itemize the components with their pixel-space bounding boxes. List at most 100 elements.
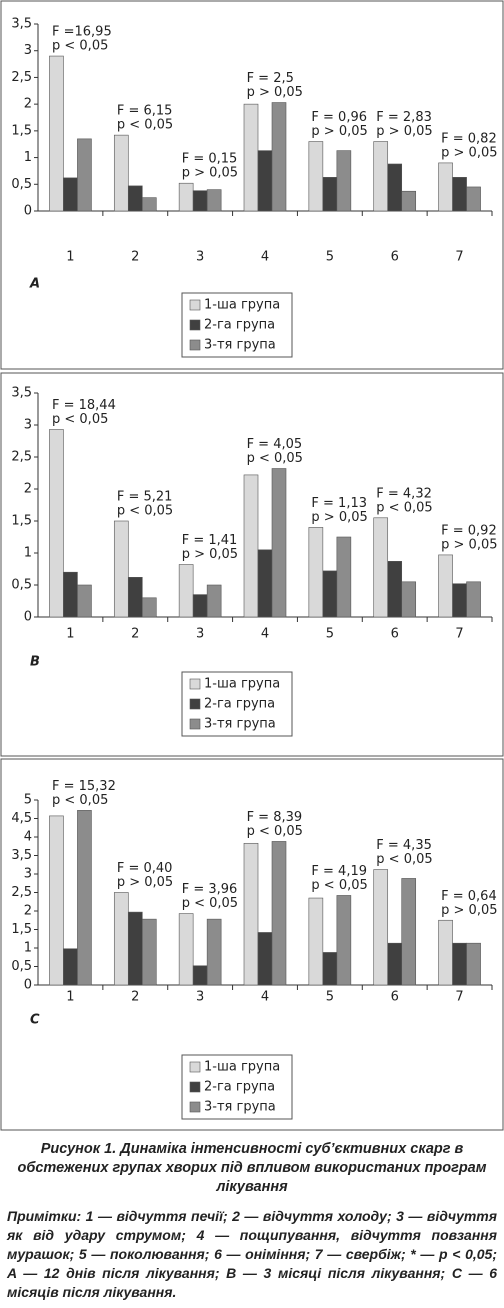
figure: 0 0,5 1 1,5 2 2,5 3 3,5 1 F =16,95 p < 0,05 2 F = 6,… [0,0,504,1131]
legend-label: 2-га група [204,318,275,333]
bar [77,810,92,986]
bar [243,842,259,986]
y-tick-label: 1,5 [11,922,32,937]
y-tick-label: 2 [24,482,32,497]
annotation-p: p > 0,05 [182,547,238,562]
y-tick-label: 0,5 [11,578,32,593]
annotation-p: p > 0,05 [441,537,497,552]
x-tick-label: 2 [131,990,139,1005]
bar [141,918,157,986]
panel-border [0,372,504,757]
annotation-f: F = 18,44 [52,398,116,413]
annotation-p: p > 0,05 [311,124,367,139]
y-tick-label: 0,5 [11,959,32,974]
y-tick-label: 3,5 [11,386,32,401]
bar [192,965,208,986]
y-tick-label: 2,5 [11,885,32,900]
y-tick-label: 3,5 [11,17,32,32]
bar [113,134,129,212]
annotation-f: F = 3,96 [182,882,238,897]
annotation-p: p < 0,05 [376,852,432,867]
annotation-p: p < 0,05 [117,118,173,133]
bar [141,197,157,212]
y-tick-label: 2 [24,904,32,919]
x-tick-label: 1 [66,627,74,642]
bar [192,190,208,212]
bar [308,527,324,618]
bar [257,549,273,618]
bar [127,911,143,986]
panel-label: C [30,1013,40,1028]
y-tick-label: 4,5 [11,811,32,826]
annotation-p: p < 0,05 [376,500,432,515]
bar [127,185,143,212]
bar [206,918,222,986]
panel-label: A [29,277,40,292]
legend-swatch [189,319,201,331]
y-tick-label: 3 [24,867,32,882]
legend-label: 2-га група [204,1080,275,1095]
annotation-p: p > 0,05 [247,85,303,100]
annotation-p: p < 0,05 [247,451,303,466]
bar [113,520,129,618]
annotation-f: F = 4,05 [247,437,303,452]
panel-border [0,0,504,370]
annotation-p: p > 0,05 [182,166,238,181]
legend-label: 1-ша група [204,1060,280,1075]
legend-label: 1-ша група [204,677,280,692]
bar [373,517,389,618]
legend-label: 3-тя група [204,1100,276,1115]
bar [308,897,324,986]
annotation-f: F = 5,21 [117,490,173,505]
y-tick-label: 2,5 [11,70,32,85]
annotation-p: p < 0,05 [52,412,108,427]
y-tick-label: 3 [24,418,32,433]
y-tick-label: 1 [24,150,32,165]
bar [466,186,481,212]
bar [178,913,194,986]
notes: Примітки: 1 — відчуття печії; 2 — відчут… [7,1208,497,1300]
panel-border [0,758,504,1131]
legend-swatch [189,1081,201,1093]
bar [178,564,194,618]
bar [49,429,64,618]
bar [257,932,273,986]
annotation-f: F = 0,92 [441,523,497,538]
x-tick-label: 4 [261,627,269,642]
y-tick-label: 2,5 [11,450,32,465]
bar [192,594,208,618]
x-tick-label: 4 [261,250,269,265]
y-tick-label: 4 [24,830,32,845]
annotation-p: p < 0,05 [182,896,238,911]
annotation-f: F = 0,82 [441,131,497,146]
annotation-f: F =16,95 [52,25,112,40]
annotation-f: F = 2,83 [376,110,432,125]
bar [113,892,129,986]
annotation-f: F = 0,15 [182,152,238,167]
legend-box [181,292,293,358]
annotation-f: F = 0,40 [117,861,173,876]
legend-box [181,671,293,737]
bar [308,141,324,212]
y-tick-label: 3 [24,43,32,58]
legend-label: 1-ша група [204,298,280,313]
y-tick-label: 1 [24,941,32,956]
bar [452,177,467,212]
annotation-p: p > 0,05 [117,875,173,890]
y-tick-label: 0 [24,978,32,993]
x-tick-label: 7 [455,627,463,642]
annotation-f: F = 1,13 [311,496,367,511]
annotation-p: p > 0,05 [441,145,497,160]
bar [322,952,338,986]
bar [141,597,157,618]
legend-box [181,1054,293,1120]
annotation-f: F = 6,15 [117,104,173,119]
annotation-p: p < 0,05 [52,793,108,808]
y-tick-label: 2 [24,97,32,112]
bar [243,474,259,618]
bar [401,190,417,212]
x-tick-label: 6 [391,627,399,642]
bar [336,150,352,212]
bar [452,942,467,986]
